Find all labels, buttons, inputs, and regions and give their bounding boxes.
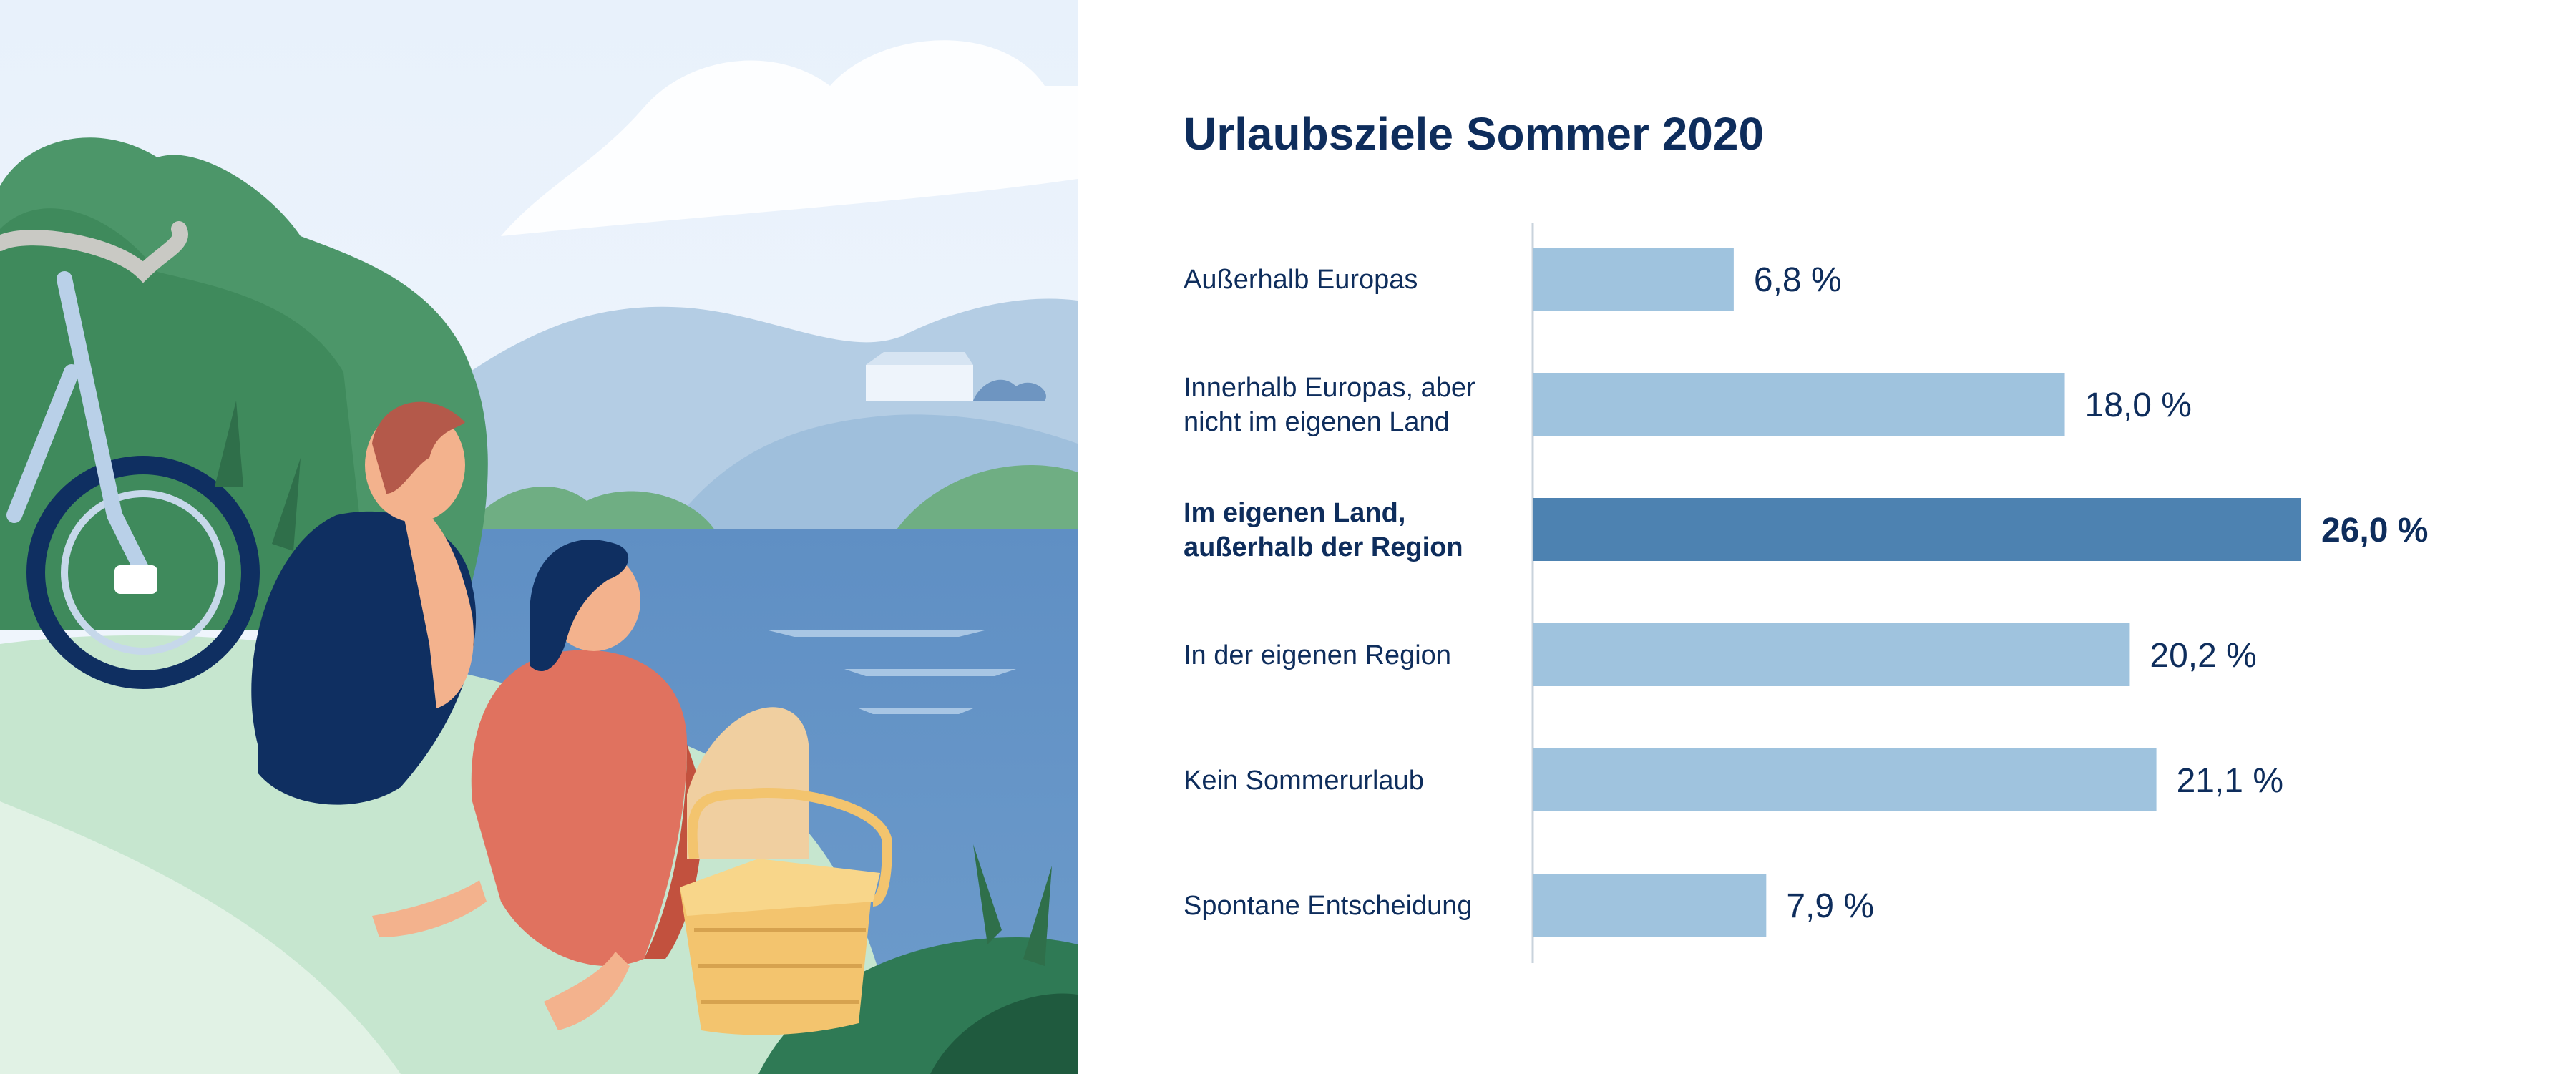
category-label: Im eigenen Land, außerhalb der Region xyxy=(1184,498,1463,562)
bicycle-icon xyxy=(0,221,260,689)
bar xyxy=(1533,874,1767,937)
category-label: Außerhalb Europas xyxy=(1184,265,1418,295)
cloud xyxy=(501,40,1078,236)
bar xyxy=(1533,498,2301,561)
category-label: In der eigenen Region xyxy=(1184,640,1451,670)
bar-chart: Außerhalb Europas 6,8 % Innerhalb Europas,… xyxy=(1184,223,2428,963)
man xyxy=(251,401,477,805)
value-label: 20,2 % xyxy=(2150,637,2256,675)
chart-title: Urlaubsziele Sommer 2020 xyxy=(1184,108,1765,160)
bar xyxy=(1533,373,2065,436)
category-label: Innerhalb Europas, aber nicht im eigenen … xyxy=(1184,373,1475,437)
bar xyxy=(1533,248,1734,311)
bar xyxy=(1533,748,2157,811)
grass-blades xyxy=(215,401,1052,966)
bar xyxy=(1533,623,2130,686)
value-label: 7,9 % xyxy=(1786,887,1874,925)
value-label: 21,1 % xyxy=(2177,762,2283,800)
value-label: 18,0 % xyxy=(2085,386,2192,424)
category-label: Spontane Entscheidung xyxy=(1184,891,1473,921)
value-label: 26,0 % xyxy=(2321,512,2428,550)
picnic-basket-icon xyxy=(680,707,893,1035)
value-label: 6,8 % xyxy=(1754,261,1842,299)
category-label: Kein Sommerurlaub xyxy=(1184,766,1424,796)
house xyxy=(866,352,1046,401)
chart-panel: Urlaubsziele Sommer 2020 Außerhalb Europ… xyxy=(1078,0,2576,1074)
illustration xyxy=(0,0,1078,1074)
